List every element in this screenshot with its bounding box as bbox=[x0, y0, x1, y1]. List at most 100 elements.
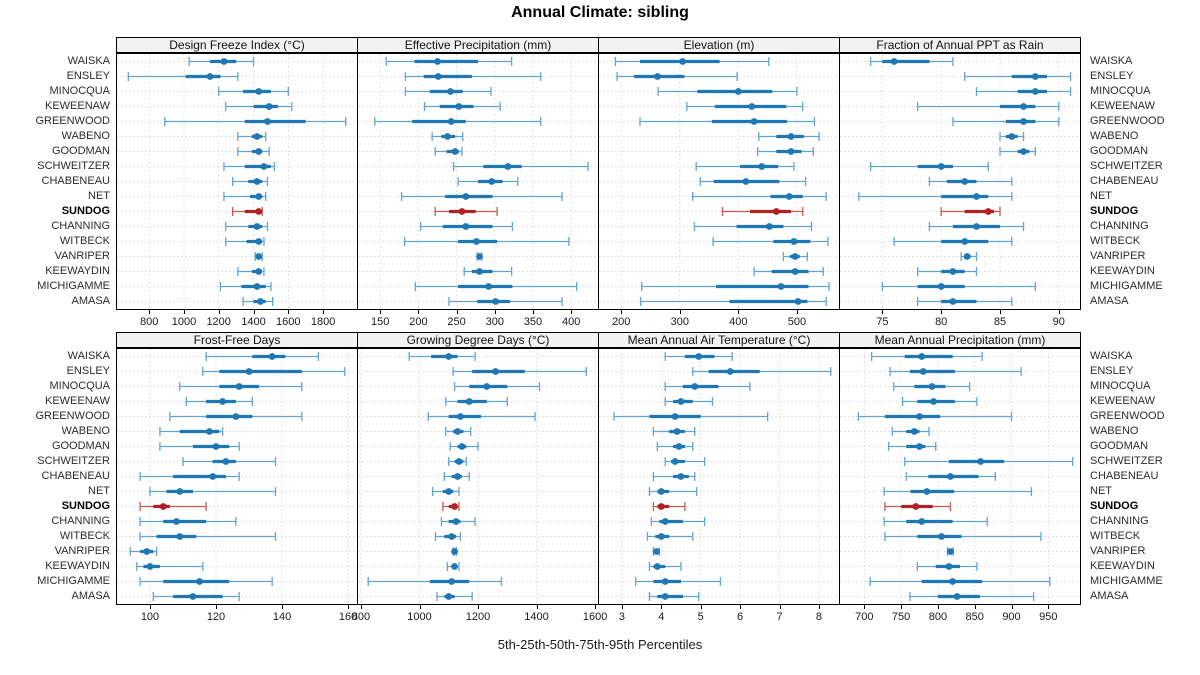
station-label-left-channing: CHANNING bbox=[51, 220, 110, 232]
median-dot bbox=[750, 118, 758, 125]
station-label-left-net: NET bbox=[88, 190, 110, 202]
series-schweitzer bbox=[452, 162, 589, 171]
panel-mean-annual-precipitation-mm bbox=[839, 348, 1081, 605]
series-schweitzer bbox=[223, 162, 276, 171]
series-goodman bbox=[656, 442, 694, 451]
median-dot bbox=[961, 178, 969, 185]
median-dot bbox=[949, 268, 957, 275]
x-tick bbox=[149, 310, 151, 314]
median-dot bbox=[462, 193, 470, 200]
series-minocqua bbox=[218, 87, 289, 96]
x-tick bbox=[253, 310, 255, 314]
series-keweenaw bbox=[445, 397, 508, 406]
median-dot bbox=[492, 368, 499, 375]
station-label-right-ensley: ENSLEY bbox=[1090, 365, 1134, 377]
chart-title: Annual Climate: sibling bbox=[511, 4, 689, 21]
x-tick bbox=[288, 310, 290, 314]
station-label-left-wabeno: WABENO bbox=[61, 425, 111, 437]
station-label-left-keweenaw: KEWEENAW bbox=[45, 395, 110, 407]
median-dot bbox=[454, 473, 461, 480]
median-dot bbox=[890, 58, 898, 65]
series-keweenaw bbox=[423, 102, 501, 111]
station-label-right-wabeno: WABENO bbox=[1090, 425, 1139, 437]
median-dot bbox=[447, 118, 455, 125]
median-dot bbox=[938, 533, 945, 540]
station-label-left-schweitzer: SCHWEITZER bbox=[37, 160, 110, 172]
median-dot bbox=[930, 398, 937, 405]
median-dot bbox=[253, 223, 261, 230]
x-tick-label: 1800 bbox=[310, 316, 336, 328]
series-chabeneau bbox=[905, 472, 996, 481]
x-tick bbox=[740, 605, 742, 609]
median-dot bbox=[1031, 88, 1039, 95]
x-tick-label: 120 bbox=[206, 611, 226, 623]
median-dot bbox=[260, 163, 268, 170]
median-dot bbox=[918, 518, 926, 525]
series-channing bbox=[225, 222, 269, 231]
median-dot bbox=[451, 563, 458, 570]
x-tick-label: 800 bbox=[928, 611, 948, 623]
series-net bbox=[149, 487, 277, 496]
median-dot bbox=[790, 238, 798, 245]
series-witbeck bbox=[893, 237, 1013, 246]
median-dot bbox=[176, 533, 184, 540]
station-label-right-keewaydin: KEEWAYDIN bbox=[1090, 560, 1155, 572]
series-net bbox=[883, 487, 1033, 496]
series-net bbox=[648, 487, 698, 496]
station-label-left-chabeneau: CHABENEAU bbox=[41, 175, 110, 187]
median-dot bbox=[947, 548, 954, 555]
x-tick bbox=[218, 310, 220, 314]
x-tick-label: 750 bbox=[891, 611, 911, 623]
series-channing bbox=[139, 517, 237, 526]
median-dot bbox=[691, 383, 699, 390]
series-amasa bbox=[639, 297, 827, 306]
series-keewaydin bbox=[648, 562, 682, 571]
x-tick-label: 75 bbox=[876, 316, 889, 328]
series-chabeneau bbox=[139, 472, 240, 481]
series-schweitzer bbox=[869, 162, 989, 171]
median-dot bbox=[677, 473, 685, 480]
median-dot bbox=[949, 578, 957, 585]
x-tick-label: 85 bbox=[993, 316, 1007, 328]
median-dot bbox=[777, 283, 785, 290]
median-dot bbox=[445, 593, 453, 600]
x-tick bbox=[150, 605, 151, 609]
x-tick bbox=[621, 310, 623, 314]
station-label-right-waiska: WAISKA bbox=[1090, 55, 1133, 67]
median-dot bbox=[232, 413, 240, 420]
series-minocqua bbox=[179, 382, 303, 391]
station-label-right-michigamme: MICHIGAMME bbox=[1090, 280, 1163, 292]
station-label-right-net: NET bbox=[1090, 485, 1112, 497]
series-net bbox=[400, 192, 563, 201]
station-label-left-michigamme: MICHIGAMME bbox=[37, 280, 110, 292]
median-dot bbox=[235, 383, 243, 390]
x-tick bbox=[818, 605, 820, 609]
panel-plot-area bbox=[358, 349, 598, 604]
station-label-left-amasa: AMASA bbox=[71, 590, 110, 602]
series-keweenaw bbox=[664, 397, 714, 406]
station-label-left-ensley: ENSLEY bbox=[66, 365, 110, 377]
series-wabeno bbox=[999, 132, 1025, 141]
series-keweenaw bbox=[185, 397, 254, 406]
station-label-left-keewaydin: KEEWAYDIN bbox=[45, 265, 110, 277]
series-ensley bbox=[616, 72, 738, 81]
station-label-right-witbeck: WITBECK bbox=[1090, 235, 1141, 247]
panel-elevation-m bbox=[598, 53, 840, 310]
station-label-left-channing: CHANNING bbox=[51, 515, 110, 527]
series-amasa bbox=[436, 592, 473, 601]
median-dot bbox=[206, 428, 213, 435]
median-dot bbox=[661, 518, 669, 525]
x-tick-label: 3 bbox=[618, 611, 625, 623]
median-dot bbox=[973, 223, 980, 230]
series-vanriper bbox=[129, 547, 158, 556]
median-dot bbox=[695, 353, 703, 360]
median-dot bbox=[653, 548, 660, 555]
panel-plot-area bbox=[117, 54, 357, 309]
series-net bbox=[223, 192, 267, 201]
series-amasa bbox=[909, 592, 1035, 601]
station-label-right-channing: CHANNING bbox=[1090, 515, 1149, 527]
series-vanriper bbox=[946, 547, 955, 556]
median-dot bbox=[945, 563, 953, 570]
median-dot bbox=[143, 548, 151, 555]
